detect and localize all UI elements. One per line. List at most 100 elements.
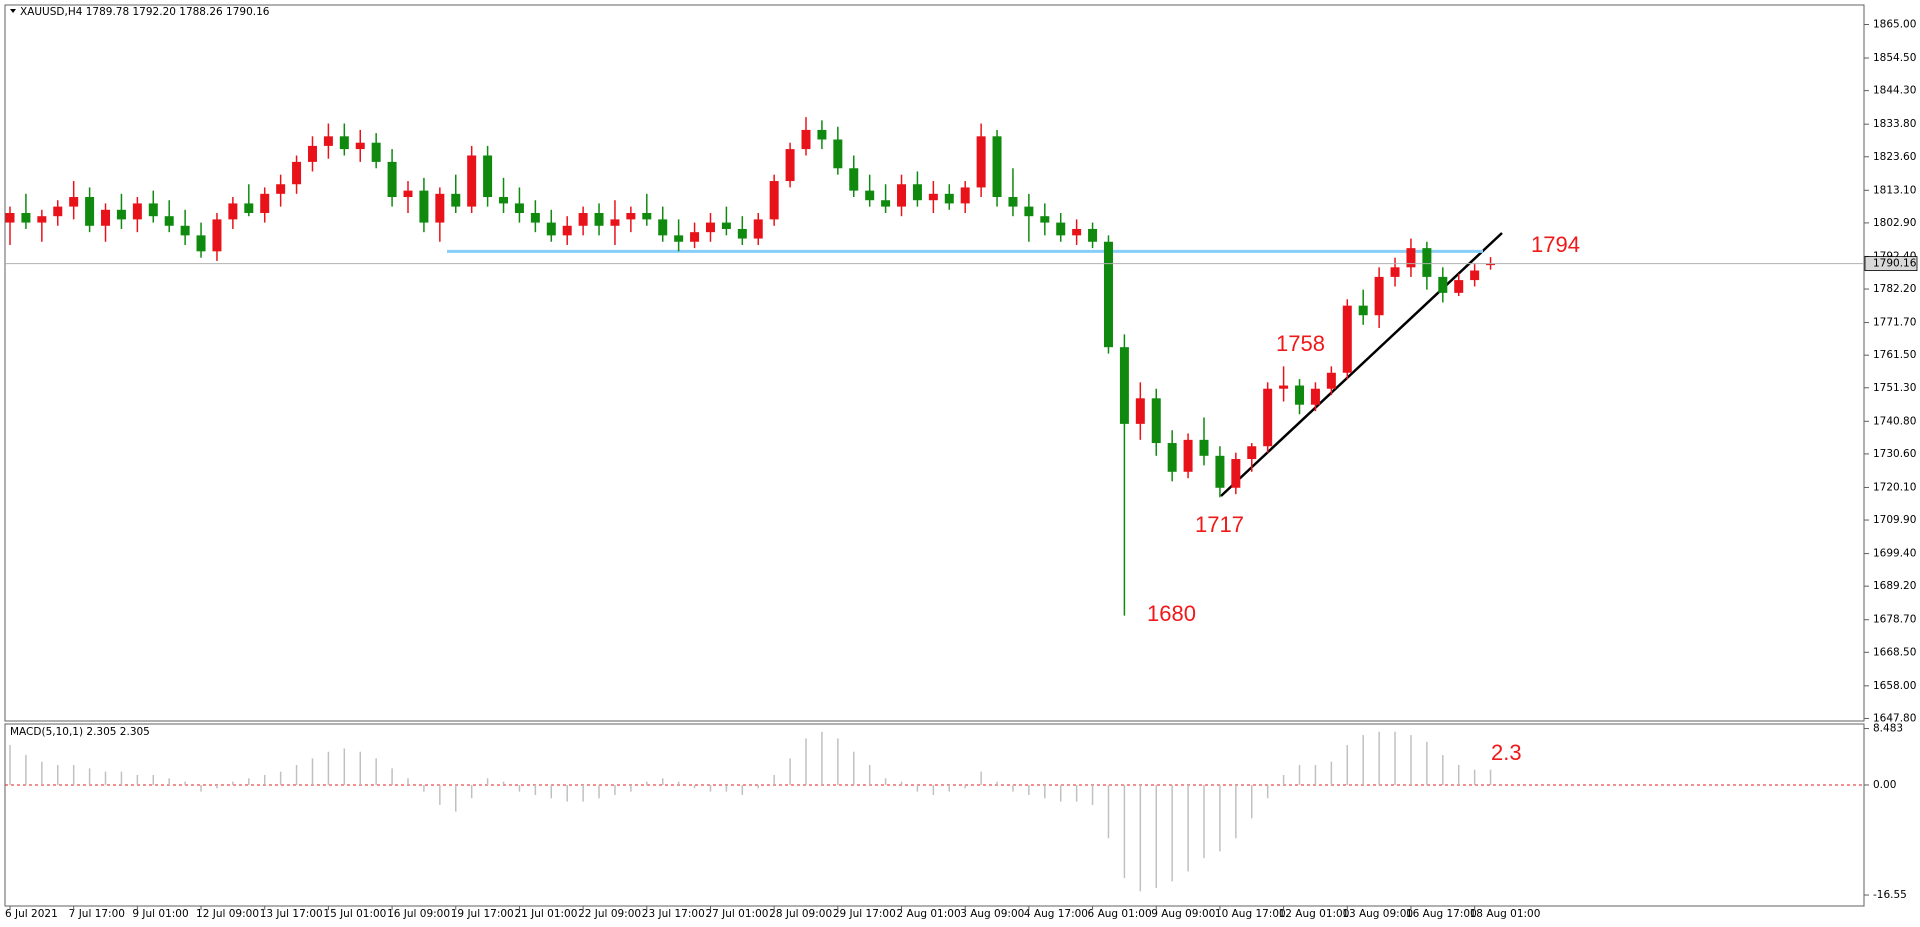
candle-body (1088, 228, 1098, 242)
candle-body (307, 145, 317, 162)
x-tick-label: 4 Aug 17:00 (1024, 908, 1088, 920)
y-tick-label: 0.00 (1873, 779, 1896, 791)
candle-body (101, 209, 111, 226)
x-tick-label: 19 Jul 17:00 (451, 908, 514, 920)
candle-body (69, 197, 79, 207)
candle-body (1119, 347, 1129, 424)
candle-body (371, 142, 381, 162)
candle-body (451, 193, 461, 207)
y-tick-label: 1823.60 (1873, 151, 1916, 163)
candle-body (1103, 241, 1113, 348)
candle-body (1231, 459, 1241, 488)
candle-body (212, 219, 222, 252)
macd-panel (4, 723, 1865, 907)
candle-body (785, 149, 795, 182)
annotation: 1680 (1147, 601, 1196, 626)
candle-body (1342, 305, 1352, 373)
candle-body (897, 184, 907, 207)
candle-body (912, 184, 922, 201)
candle-body (1486, 263, 1496, 266)
y-tick-label: 1854.50 (1873, 52, 1916, 64)
candle-body (5, 212, 15, 223)
candle-body (85, 197, 95, 226)
candle-body (1263, 388, 1273, 447)
y-tick-label: 1833.80 (1873, 118, 1916, 130)
candle-body (865, 190, 875, 201)
candle-body (562, 225, 572, 236)
x-tick-label: 21 Jul 01:00 (514, 908, 577, 920)
candle-body (849, 168, 859, 191)
candle-body (1135, 398, 1145, 424)
candle-body (244, 203, 254, 213)
candle-body (1390, 267, 1400, 277)
candle-body (1072, 228, 1082, 236)
candle-body (992, 136, 1002, 198)
candle-body (148, 203, 158, 217)
candle-body (960, 187, 970, 204)
candle-body (116, 209, 126, 220)
candle-body (626, 212, 636, 220)
candle-body (499, 197, 509, 204)
x-tick-label: 16 Aug 17:00 (1406, 908, 1477, 920)
x-tick-label: 7 Jul 17:00 (69, 908, 125, 920)
candle-body (1295, 385, 1305, 405)
candle-body (610, 219, 620, 226)
candle-body (387, 161, 397, 198)
candle-body (976, 136, 986, 188)
x-tick-label: 18 Aug 01:00 (1470, 908, 1541, 920)
x-tick-label: 2 Aug 01:00 (897, 908, 961, 920)
annotation: 1758 (1276, 331, 1325, 356)
x-tick-label: 12 Jul 09:00 (196, 908, 259, 920)
y-tick-label: 1709.90 (1873, 514, 1916, 526)
candle-body (530, 212, 540, 223)
candle-body (276, 184, 286, 194)
candle-body (753, 219, 763, 239)
candle-body (594, 212, 604, 226)
y-tick-label: 1668.50 (1873, 646, 1916, 658)
candle-body (705, 222, 715, 233)
candle-body (1247, 446, 1257, 460)
y-tick-label: 1678.70 (1873, 614, 1916, 626)
candle-body (658, 219, 668, 236)
x-tick-label: 6 Aug 01:00 (1088, 908, 1152, 920)
x-tick-label: 13 Jul 17:00 (260, 908, 323, 920)
candle-body (1279, 385, 1289, 389)
y-tick-label: 1647.80 (1873, 712, 1916, 724)
current-price-label: 1790.16 (1873, 258, 1917, 270)
candle-body (1199, 439, 1209, 456)
candle-body (1422, 248, 1432, 277)
x-tick-label: 12 Aug 01:00 (1279, 908, 1350, 920)
candle-body (21, 212, 31, 223)
annotation: 1794 (1531, 232, 1580, 257)
y-tick-label: 1730.60 (1873, 448, 1916, 460)
candle-body (228, 203, 238, 220)
candle-body (339, 136, 349, 150)
candle-body (1438, 276, 1448, 293)
candle-body (721, 222, 731, 229)
x-tick-label: 9 Aug 09:00 (1151, 908, 1215, 920)
x-tick-label: 23 Jul 17:00 (642, 908, 705, 920)
current-price-box (1864, 256, 1918, 272)
candle-body (1040, 216, 1050, 223)
candle-body (690, 232, 700, 242)
x-tick-label: 15 Jul 01:00 (323, 908, 386, 920)
candle-body (881, 200, 891, 207)
x-tick-label: 9 Jul 01:00 (132, 908, 188, 920)
candle-body (1183, 439, 1193, 472)
y-tick-label: 1720.10 (1873, 481, 1916, 493)
y-tick-label: -16.55 (1873, 889, 1907, 901)
candle-body (483, 155, 493, 198)
y-tick-label: 1751.30 (1873, 382, 1916, 394)
candle-body (403, 190, 413, 198)
candle-body (196, 235, 206, 252)
candle-body (467, 155, 477, 207)
y-tick-label: 1844.30 (1873, 85, 1916, 97)
candle-body (928, 193, 938, 201)
menu-arrow[interactable] (10, 9, 16, 13)
candle-body (260, 193, 270, 213)
candle-body (1406, 248, 1416, 268)
y-tick-label: 1658.00 (1873, 680, 1916, 692)
x-tick-label: 28 Jul 09:00 (769, 908, 832, 920)
